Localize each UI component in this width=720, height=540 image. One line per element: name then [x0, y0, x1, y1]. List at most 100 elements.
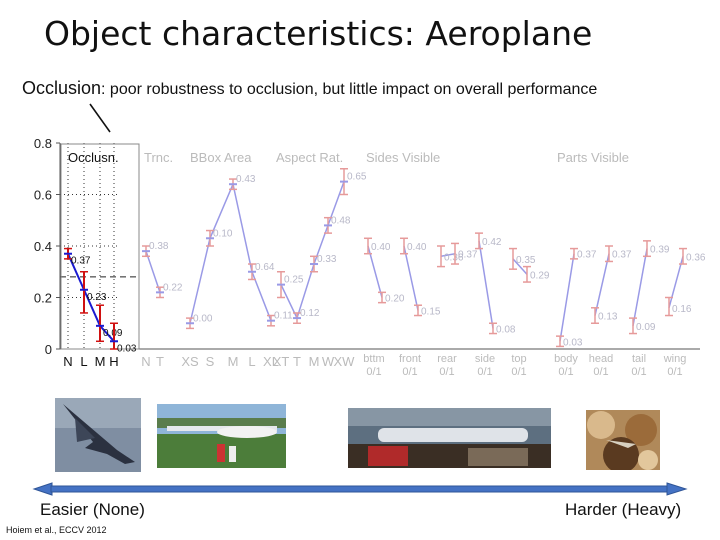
data-label: 0.16: [672, 304, 692, 315]
data-label: 0.43: [236, 174, 256, 185]
x-tick-sublabel: 0/1: [511, 366, 526, 378]
data-label: 0.40: [371, 242, 391, 253]
x-tick-label: S: [206, 354, 215, 369]
subtitle-rest: : poor robustness to occlusion, but litt…: [101, 81, 598, 98]
fighter-jet-photo: [55, 398, 141, 472]
x-tick-label: XL: [263, 354, 279, 369]
x-tick-label: H: [109, 354, 118, 369]
data-label: 0.09: [103, 328, 123, 339]
group-header-5: Parts Visible: [557, 150, 629, 165]
x-tick-label: bttm: [363, 353, 384, 365]
data-label: 0.42: [482, 237, 502, 248]
data-label: 0.09: [636, 322, 656, 333]
x-tick-label: L: [80, 354, 87, 369]
data-label: 0.08: [496, 324, 516, 335]
x-tick-sublabel: 0/1: [366, 366, 381, 378]
x-tick-label: side: [475, 353, 495, 365]
subtitle-term: Occlusion: [22, 78, 102, 98]
group-header-2: BBox Area: [190, 150, 252, 165]
paired-line: [367, 245, 383, 298]
x-tick-label: XT: [273, 354, 290, 369]
data-label: 0.39: [650, 245, 670, 256]
x-tick-label: rear: [437, 353, 457, 365]
data-label: 0.65: [347, 172, 367, 183]
data-label: 0.03: [117, 343, 137, 354]
data-label: 0.22: [163, 282, 183, 293]
data-label: 0.20: [385, 294, 405, 305]
x-tick-label: T: [156, 354, 164, 369]
x-tick-label: wing: [663, 353, 687, 365]
jet-partially-occluded-photo: [348, 408, 551, 468]
x-tick-label: tail: [632, 353, 646, 365]
y-tick-label: 0.6: [34, 188, 52, 203]
y-tick-label: 0.4: [34, 239, 52, 254]
x-tick-label: M: [95, 354, 106, 369]
data-label: 0.00: [193, 313, 213, 324]
x-tick-label: XW: [334, 354, 356, 369]
x-tick-label: T: [293, 354, 301, 369]
paired-line: [594, 253, 610, 316]
x-tick-sublabel: 0/1: [439, 366, 454, 378]
data-label: 0.48: [331, 215, 351, 226]
x-tick-label: L: [248, 354, 255, 369]
group-header-0: Occlusn.: [68, 150, 119, 165]
data-label: 0.12: [300, 308, 320, 319]
paired-line: [632, 248, 648, 326]
harder-label: Harder (Heavy): [565, 500, 682, 519]
x-tick-sublabel: 0/1: [631, 366, 646, 378]
data-label: 0.11: [274, 311, 293, 322]
series-line-0: [67, 253, 115, 342]
y-tick-label: 0.8: [34, 136, 52, 151]
easier-label: Easier (None): [40, 500, 145, 519]
x-tick-sublabel: 0/1: [593, 366, 608, 378]
series-line-1: [145, 250, 161, 293]
x-tick-label: front: [399, 353, 421, 365]
x-tick-label: body: [554, 353, 578, 365]
paired-line: [559, 253, 575, 342]
data-label: 0.29: [530, 270, 550, 281]
x-tick-label: N: [63, 354, 72, 369]
data-label: 0.13: [598, 312, 618, 323]
x-tick-label: W: [322, 354, 335, 369]
data-label: 0.36: [686, 252, 706, 263]
data-label: 0.37: [71, 256, 91, 267]
x-tick-sublabel: 0/1: [402, 366, 417, 378]
paired-line: [440, 252, 456, 258]
data-label: 0.10: [213, 228, 233, 239]
y-tick-label: 0.2: [34, 291, 52, 306]
data-label: 0.64: [255, 262, 275, 273]
slide-title: Object characteristics: Aeroplane: [44, 14, 593, 53]
paired-line: [403, 245, 419, 311]
heavily-occluded-plane-photo: [586, 410, 660, 470]
paired-line: [668, 256, 684, 308]
x-tick-label: M: [309, 354, 320, 369]
group-header-3: Aspect Rat.: [276, 150, 343, 165]
small-plane-on-grass-photo: [157, 404, 286, 468]
x-tick-label: M: [228, 354, 239, 369]
y-tick-label: 0: [45, 342, 52, 357]
x-tick-label: top: [511, 353, 526, 365]
x-tick-sublabel: 0/1: [667, 366, 682, 378]
group-header-1: Trnc.: [144, 150, 173, 165]
data-label: 0.40: [407, 242, 427, 253]
paired-line: [512, 258, 528, 275]
x-tick-label: head: [589, 353, 613, 365]
data-label: 0.37: [612, 250, 632, 261]
data-label: 0.23: [87, 292, 107, 303]
data-label: 0.37: [458, 250, 478, 261]
citation: Hoiem et al., ECCV 2012: [6, 525, 107, 535]
data-label: 0.15: [421, 306, 441, 317]
data-label: 0.35: [516, 255, 536, 266]
data-label: 0.25: [284, 275, 304, 286]
data-label: 0.38: [149, 241, 169, 252]
data-label: 0.37: [577, 250, 597, 261]
x-tick-label: XS: [181, 354, 199, 369]
x-tick-label: N: [141, 354, 150, 369]
data-label: 0.33: [317, 254, 337, 265]
paired-line: [478, 240, 494, 329]
group-header-4: Sides Visible: [366, 150, 440, 165]
data-label: 0.36: [444, 252, 464, 263]
x-tick-sublabel: 0/1: [477, 366, 492, 378]
